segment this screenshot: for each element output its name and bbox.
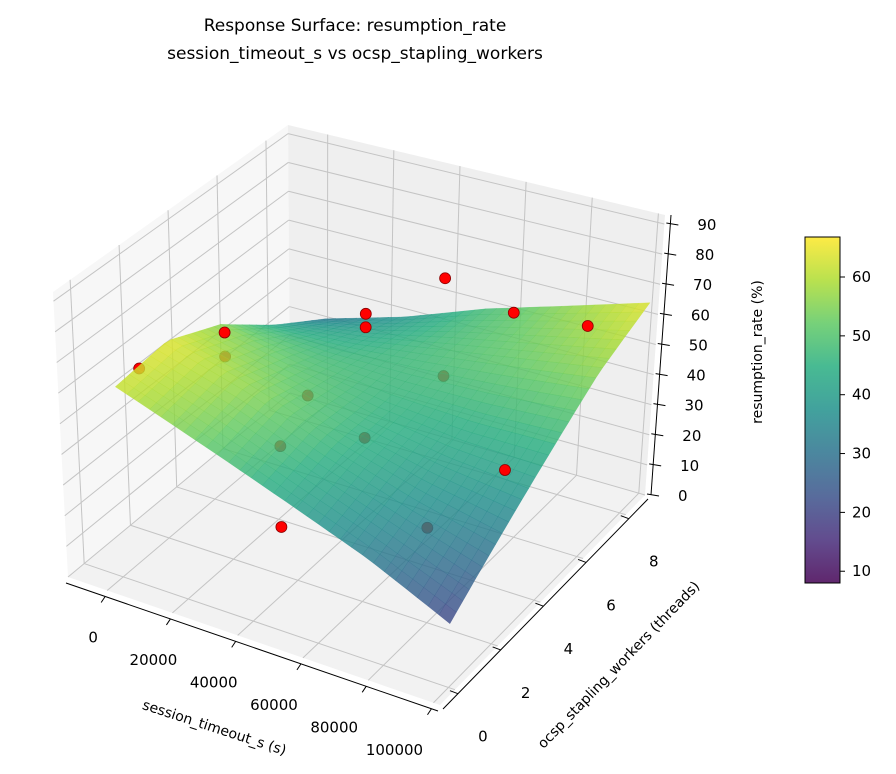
gridline-z-back: [288, 190, 661, 285]
z-tick-label: 60: [691, 306, 710, 324]
z-tick: [655, 373, 668, 377]
z-tick: [649, 463, 662, 467]
x-tick: [296, 663, 302, 671]
y-tick: [535, 602, 544, 607]
x-tick-label: 100000: [366, 741, 423, 759]
z-tick: [653, 403, 666, 407]
data-point: [581, 320, 594, 332]
data-point: [218, 326, 231, 339]
surface-facet: [438, 603, 457, 625]
chart-title-line1: Response Surface: resumption_rate: [204, 16, 507, 36]
z-tick: [651, 433, 664, 437]
gridline-z-back: [287, 133, 665, 225]
z-tick-label: 80: [695, 246, 714, 264]
gridline-z-left: [53, 133, 289, 302]
data-point: [359, 307, 372, 320]
z-tick-label: 50: [689, 336, 708, 354]
x-tick: [100, 596, 106, 603]
x-tick: [166, 618, 171, 626]
gridline-x-floor: [433, 492, 640, 704]
y-tick-label: 2: [521, 684, 531, 702]
x-tick: [231, 641, 237, 648]
gridline-z-left: [56, 190, 289, 363]
surface-mesh: [114, 302, 651, 625]
y-tick-label: 4: [564, 640, 574, 658]
y-tick: [449, 690, 459, 695]
z-tick-label: 40: [687, 367, 706, 385]
colorbar: 10 20 30 40 50 60: [804, 236, 871, 584]
z-tick-label: 30: [684, 397, 703, 415]
z-tick: [661, 282, 675, 286]
y-tick: [620, 515, 629, 520]
x-tick-label: 60000: [250, 696, 298, 714]
z-tick: [657, 342, 670, 346]
x-tick: [427, 708, 432, 716]
data-point: [507, 306, 520, 319]
colorbar-tick-label: 50: [852, 327, 871, 345]
z-tick-label: 20: [682, 427, 701, 445]
y-axis-line: [442, 498, 649, 710]
colorbar-tick-label: 30: [852, 445, 871, 463]
gridline-y-floor: [130, 524, 498, 647]
z-tick: [659, 312, 672, 316]
colorbar-gradient: [804, 236, 841, 584]
z-tick-label: 70: [693, 276, 712, 294]
z-tick: [664, 252, 677, 256]
axes: 0200004000060000800001000000246801020304…: [65, 214, 716, 759]
y-axis-label: ocsp_stapling_workers (threads): [535, 578, 703, 752]
gridline-z-back: [288, 219, 659, 315]
gridline-y-floor: [84, 563, 456, 691]
y-tick-label: 0: [478, 728, 488, 746]
x-tick-label: 40000: [190, 673, 238, 691]
gridline-y-left: [69, 279, 85, 564]
colorbar-tick-label: 60: [852, 268, 871, 286]
z-tick-label: 0: [678, 487, 688, 505]
x-axis-line: [65, 582, 439, 712]
data-point: [439, 272, 452, 285]
z-axis-label: resumption_rate (%): [750, 280, 766, 424]
z-tick: [666, 222, 679, 226]
colorbar-tick-label: 20: [852, 503, 871, 521]
x-tick-label: 20000: [130, 651, 178, 669]
x-tick-label: 0: [88, 628, 98, 646]
data-point: [499, 464, 511, 476]
data-point: [275, 521, 288, 533]
gridline-z-back: [288, 161, 663, 255]
scatter-points-front: [218, 272, 594, 533]
y-tick-label: 8: [649, 553, 659, 571]
colorbar-tick-label: 40: [852, 386, 871, 404]
colorbar-tick-label: 10: [852, 562, 871, 580]
chart-title-line2: session_timeout_s vs ocsp_stapling_worke…: [167, 44, 543, 64]
x-tick-label: 80000: [310, 718, 358, 736]
y-tick: [492, 646, 501, 651]
gridline-z-left: [58, 219, 290, 394]
y-tick-label: 6: [606, 596, 616, 614]
data-point: [359, 321, 372, 334]
gridline-z-left: [59, 248, 290, 425]
gridline-z-left: [54, 162, 289, 333]
z-tick-label: 10: [680, 457, 699, 475]
y-tick: [577, 558, 587, 563]
x-tick: [361, 686, 367, 693]
gridline-x-back: [638, 213, 659, 494]
z-tick-label: 90: [697, 216, 716, 234]
z-tick: [646, 493, 660, 497]
z-axis-line: [650, 214, 672, 496]
